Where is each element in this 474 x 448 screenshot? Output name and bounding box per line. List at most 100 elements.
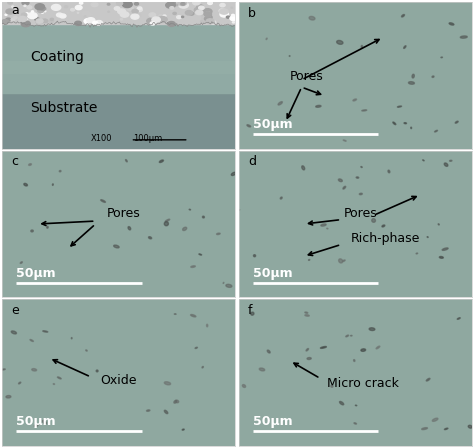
Ellipse shape <box>339 401 344 405</box>
Circle shape <box>107 4 110 5</box>
Ellipse shape <box>346 335 348 337</box>
Text: Coating: Coating <box>30 50 84 64</box>
Bar <box>2 61 235 73</box>
Ellipse shape <box>435 130 438 132</box>
Text: c: c <box>12 155 18 168</box>
Circle shape <box>36 19 43 23</box>
Ellipse shape <box>460 36 467 38</box>
Ellipse shape <box>444 163 448 166</box>
Circle shape <box>18 16 27 22</box>
Circle shape <box>197 4 203 9</box>
Circle shape <box>75 21 82 26</box>
Circle shape <box>194 7 203 13</box>
Ellipse shape <box>343 260 345 262</box>
Ellipse shape <box>356 405 357 406</box>
Text: 50μm: 50μm <box>253 415 292 428</box>
Circle shape <box>201 20 206 23</box>
Text: X100: X100 <box>91 134 112 143</box>
Circle shape <box>220 9 228 14</box>
Ellipse shape <box>388 170 390 173</box>
Ellipse shape <box>57 377 61 379</box>
Ellipse shape <box>6 396 11 398</box>
Ellipse shape <box>468 425 472 428</box>
Circle shape <box>167 1 170 3</box>
Ellipse shape <box>426 378 430 381</box>
Circle shape <box>64 6 68 8</box>
Ellipse shape <box>238 210 240 211</box>
Ellipse shape <box>191 314 196 317</box>
Circle shape <box>189 12 194 15</box>
Circle shape <box>50 18 54 20</box>
Ellipse shape <box>354 360 355 362</box>
Ellipse shape <box>316 105 321 108</box>
Ellipse shape <box>266 38 267 39</box>
Circle shape <box>170 7 174 9</box>
Circle shape <box>40 7 46 10</box>
Circle shape <box>93 21 98 24</box>
Circle shape <box>87 18 95 23</box>
Circle shape <box>232 14 234 16</box>
Circle shape <box>91 2 98 7</box>
Circle shape <box>149 13 155 17</box>
Ellipse shape <box>165 219 170 222</box>
Ellipse shape <box>207 324 208 327</box>
Circle shape <box>202 15 210 21</box>
Circle shape <box>27 13 37 18</box>
Text: d: d <box>248 155 256 168</box>
Circle shape <box>203 14 212 20</box>
Ellipse shape <box>100 200 105 202</box>
Bar <box>2 24 235 93</box>
Ellipse shape <box>404 123 407 124</box>
Circle shape <box>83 12 92 17</box>
Circle shape <box>231 7 232 8</box>
Ellipse shape <box>20 262 22 263</box>
Circle shape <box>158 17 167 22</box>
Ellipse shape <box>86 350 87 351</box>
Ellipse shape <box>442 248 448 250</box>
Ellipse shape <box>53 383 55 384</box>
Ellipse shape <box>302 166 305 170</box>
Text: 100μm: 100μm <box>133 134 162 143</box>
Ellipse shape <box>409 82 414 84</box>
Ellipse shape <box>450 160 452 161</box>
Ellipse shape <box>189 209 191 210</box>
Ellipse shape <box>267 350 270 353</box>
Circle shape <box>166 2 175 8</box>
Text: Rich-phase: Rich-phase <box>351 232 420 245</box>
Ellipse shape <box>231 172 236 176</box>
Ellipse shape <box>278 102 283 105</box>
Circle shape <box>132 9 138 13</box>
Circle shape <box>120 12 129 17</box>
Ellipse shape <box>362 110 367 111</box>
Text: Micro crack: Micro crack <box>327 377 399 390</box>
Ellipse shape <box>182 429 184 430</box>
Circle shape <box>230 16 237 21</box>
Ellipse shape <box>343 140 346 141</box>
Ellipse shape <box>30 340 33 341</box>
Circle shape <box>13 17 17 19</box>
Ellipse shape <box>11 331 17 334</box>
Circle shape <box>6 9 14 14</box>
Circle shape <box>204 17 211 21</box>
Ellipse shape <box>32 369 36 371</box>
Circle shape <box>178 0 187 5</box>
Circle shape <box>137 8 142 12</box>
Ellipse shape <box>382 225 385 227</box>
Circle shape <box>204 12 211 17</box>
Circle shape <box>219 9 226 13</box>
Circle shape <box>118 9 126 14</box>
Circle shape <box>206 19 214 24</box>
Circle shape <box>179 2 188 8</box>
Circle shape <box>197 9 202 12</box>
Circle shape <box>27 6 32 9</box>
Circle shape <box>26 13 28 15</box>
Circle shape <box>21 13 27 17</box>
Circle shape <box>42 19 48 23</box>
Circle shape <box>152 17 160 22</box>
Ellipse shape <box>175 400 179 403</box>
Circle shape <box>84 18 92 24</box>
Circle shape <box>127 6 133 10</box>
Ellipse shape <box>331 385 333 387</box>
Circle shape <box>60 14 66 18</box>
Circle shape <box>36 20 43 24</box>
